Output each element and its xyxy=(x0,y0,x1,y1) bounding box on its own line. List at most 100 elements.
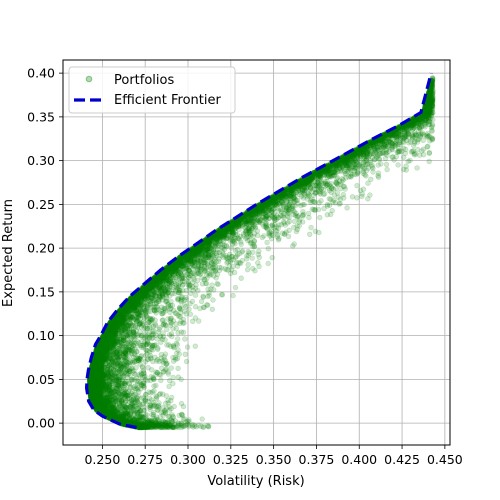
portfolio-point xyxy=(145,424,151,430)
portfolio-point xyxy=(104,398,111,404)
portfolio-point xyxy=(92,399,99,405)
portfolio-point xyxy=(140,297,146,303)
portfolio-point xyxy=(312,190,318,197)
portfolio-point xyxy=(107,404,114,410)
portfolio-point xyxy=(159,290,166,296)
portfolio-point xyxy=(100,373,107,379)
portfolio-point xyxy=(95,354,102,360)
portfolio-point xyxy=(285,207,291,213)
portfolio-point xyxy=(192,247,198,253)
portfolio-point xyxy=(139,288,145,295)
portfolio-point xyxy=(395,141,401,147)
portfolio-point xyxy=(396,149,402,155)
portfolio-point xyxy=(112,339,119,345)
portfolio-point xyxy=(288,187,295,194)
portfolio-point xyxy=(184,265,190,271)
portfolio-point xyxy=(100,405,106,411)
portfolio-point xyxy=(298,187,305,193)
portfolio-point xyxy=(102,401,108,407)
portfolio-point xyxy=(112,322,118,328)
portfolio-point xyxy=(87,391,94,398)
portfolio-point xyxy=(201,260,208,266)
portfolio-point xyxy=(290,185,296,191)
portfolio-point xyxy=(172,265,179,271)
portfolio-point xyxy=(147,421,154,427)
portfolio-point xyxy=(265,246,271,252)
portfolio-point xyxy=(406,122,413,128)
portfolio-point xyxy=(181,278,188,284)
portfolio-point xyxy=(365,161,371,167)
portfolio-point xyxy=(246,250,252,256)
portfolio-point xyxy=(223,227,229,233)
portfolio-point xyxy=(204,239,210,246)
portfolio-point xyxy=(397,132,403,138)
portfolio-point xyxy=(100,383,106,390)
portfolio-point xyxy=(298,193,304,199)
portfolio-point xyxy=(107,324,114,330)
portfolio-point xyxy=(243,218,249,225)
portfolio-point xyxy=(153,396,160,402)
portfolio-point xyxy=(426,108,432,114)
portfolio-point xyxy=(112,349,118,356)
portfolio-point xyxy=(93,374,100,381)
portfolio-point xyxy=(414,120,420,126)
portfolio-point xyxy=(96,369,102,375)
portfolio-point xyxy=(242,218,248,224)
portfolio-point xyxy=(94,382,101,389)
portfolio-point xyxy=(124,305,130,311)
portfolio-point xyxy=(93,347,99,353)
portfolio-point xyxy=(230,292,236,299)
portfolio-point xyxy=(195,250,202,256)
portfolio-point xyxy=(427,105,433,112)
portfolio-point xyxy=(331,197,337,203)
portfolio-point xyxy=(403,125,409,131)
portfolio-point xyxy=(109,405,116,411)
portfolio-point xyxy=(105,372,112,378)
portfolio-point xyxy=(306,214,312,221)
portfolio-point xyxy=(228,225,234,232)
portfolio-point xyxy=(106,404,112,410)
portfolio-point xyxy=(95,350,101,357)
portfolio-point xyxy=(182,336,188,342)
portfolio-point xyxy=(255,208,261,214)
portfolio-point xyxy=(103,407,109,414)
portfolio-point xyxy=(91,360,98,366)
portfolio-point xyxy=(173,276,180,282)
portfolio-point xyxy=(389,130,395,137)
portfolio-point xyxy=(345,154,352,161)
portfolio-point xyxy=(89,363,95,370)
portfolio-point xyxy=(429,92,436,98)
portfolio-point xyxy=(418,118,425,124)
portfolio-point xyxy=(99,345,106,352)
portfolio-point xyxy=(334,174,341,181)
portfolio-point xyxy=(277,195,284,201)
portfolio-point xyxy=(259,209,266,216)
portfolio-point xyxy=(301,190,308,196)
portfolio-point xyxy=(325,165,331,172)
portfolio-point xyxy=(141,287,147,294)
portfolio-point xyxy=(161,422,167,429)
portfolio-point xyxy=(360,147,366,153)
portfolio-point xyxy=(110,332,116,338)
portfolio-point xyxy=(418,123,425,129)
portfolio-point xyxy=(186,258,193,265)
portfolio-point xyxy=(338,161,345,167)
portfolio-point xyxy=(107,337,113,343)
portfolio-point xyxy=(202,243,208,249)
portfolio-point xyxy=(218,232,225,238)
portfolio-point xyxy=(92,378,99,385)
portfolio-point xyxy=(102,348,109,354)
portfolio-point xyxy=(150,358,156,365)
portfolio-point xyxy=(144,340,151,346)
portfolio-point xyxy=(101,399,108,405)
portfolio-point xyxy=(143,424,149,430)
portfolio-point xyxy=(129,376,135,383)
portfolio-point xyxy=(395,130,402,137)
portfolio-point xyxy=(269,255,275,261)
portfolio-point xyxy=(164,272,170,278)
portfolio-point xyxy=(96,400,102,406)
portfolio-point xyxy=(122,349,128,355)
portfolio-point xyxy=(153,423,160,429)
portfolio-point xyxy=(99,404,105,410)
